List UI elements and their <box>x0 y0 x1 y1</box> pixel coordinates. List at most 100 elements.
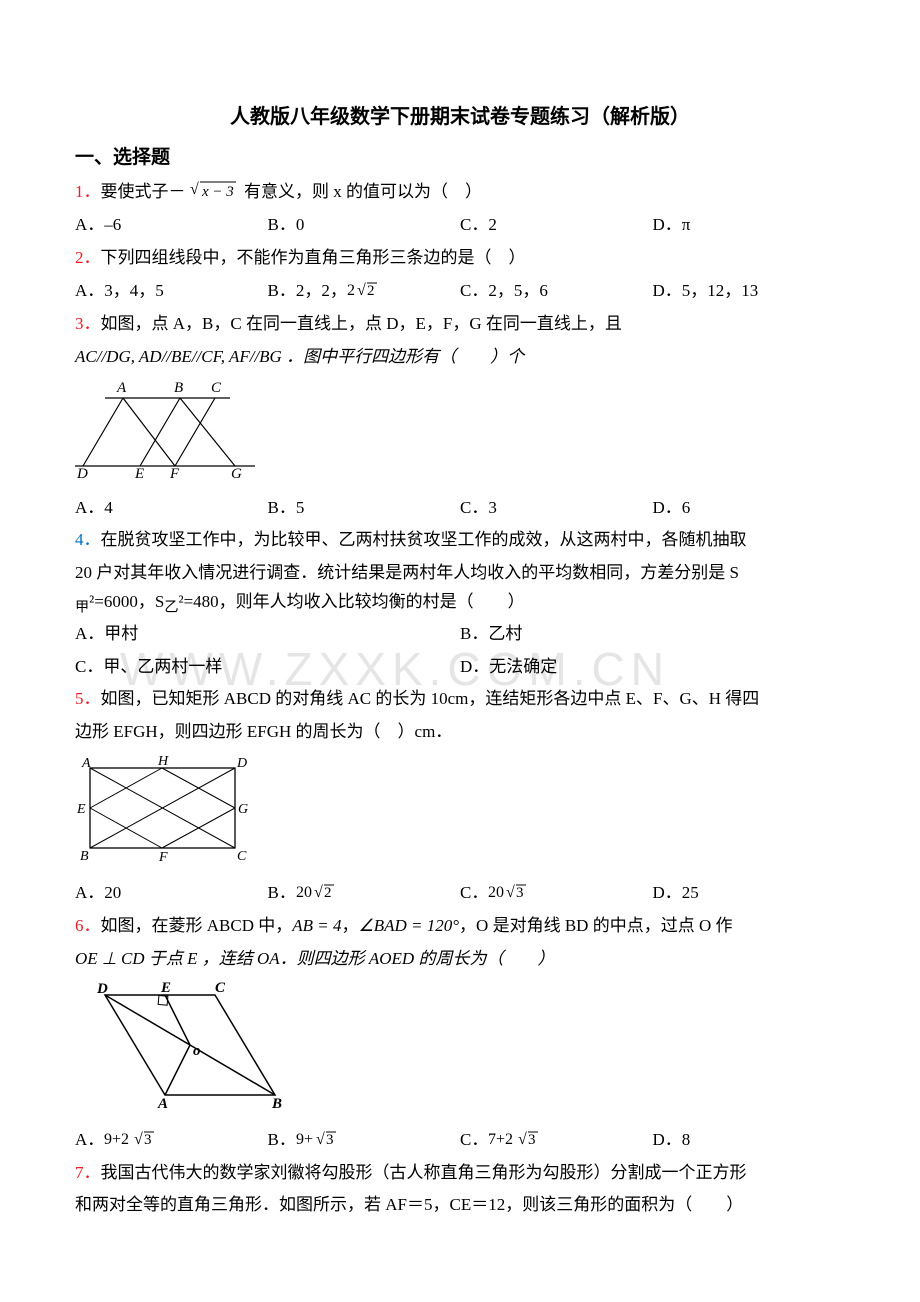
q5-opt-d: D．25 <box>653 879 846 908</box>
q5-opt-a: A．20 <box>75 879 268 908</box>
q1-num: 1． <box>75 182 101 201</box>
svg-text:20: 20 <box>296 884 312 901</box>
q4-opt-a: A．甲村 <box>75 620 460 649</box>
q3-options: A．4 B．5 C．3 D．6 <box>75 494 845 523</box>
q6-line2: OE ⊥ CD 于点 E ，连结 OA．则四边形 AOED 的周长为（ ） <box>75 945 845 974</box>
q4-options-row2: C．甲、乙两村一样 D．无法确定 <box>75 653 845 682</box>
question-6: 6．如图，在菱形 ABCD 中，AB = 4，∠BAD = 120°，O 是对角… <box>75 912 845 941</box>
q1-options: A．–6 B．0 C．2 D．π <box>75 211 845 240</box>
q1-text-pre: 要使式子－ <box>101 182 186 201</box>
svg-text:F: F <box>169 466 180 478</box>
svg-text:2: 2 <box>367 283 375 299</box>
svg-text:√: √ <box>316 1131 325 1148</box>
q2-opt-d: D．5，12，13 <box>653 277 846 306</box>
q6-opt-a: A．9+2√3 <box>75 1126 268 1155</box>
q5-line2: 边形 EFGH，则四边形 EFGH 的周长为（ ）cm． <box>75 718 845 747</box>
q4-line3: 甲²=6000，S乙²=480，则年人均收入比较均衡的村是（ ） <box>75 588 845 619</box>
svg-text:G: G <box>238 802 248 817</box>
q5-opt-c: C．20√3 <box>460 879 653 908</box>
q2-opt-c: C．2，5，6 <box>460 277 653 306</box>
svg-text:C: C <box>237 849 247 863</box>
q3-opt-b: B．5 <box>268 494 461 523</box>
svg-text:√: √ <box>314 884 323 901</box>
question-7: 7．我国古代伟大的数学家刘徽将勾股形（古人称直角三角形为勾股形）分割成一个正方形 <box>75 1159 845 1188</box>
svg-text:F: F <box>158 850 168 863</box>
svg-text:9+2: 9+2 <box>104 1131 129 1148</box>
q7-line1: 我国古代伟大的数学家刘徽将勾股形（古人称直角三角形为勾股形）分割成一个正方形 <box>101 1163 747 1182</box>
q2-opt-b-pre: B．2，2， <box>268 281 347 300</box>
svg-text:√: √ <box>134 1131 143 1148</box>
svg-text:E: E <box>76 802 86 817</box>
q1-expr: √ x − 3 <box>186 182 245 201</box>
svg-text:√: √ <box>506 884 515 901</box>
q3-figure: A B C D E F G <box>75 378 845 488</box>
svg-text:C: C <box>211 380 222 396</box>
q6-num: 6． <box>75 916 101 935</box>
q6-opt-c: C．7+2√3 <box>460 1126 653 1155</box>
svg-text:o: o <box>193 1043 201 1059</box>
svg-text:9+: 9+ <box>296 1131 313 1148</box>
svg-text:3: 3 <box>326 1132 334 1148</box>
svg-text:x − 3: x − 3 <box>201 184 234 200</box>
q5-figure: A H D E G B F C <box>75 753 845 873</box>
svg-text:3: 3 <box>516 885 524 901</box>
q4-line2: 20 户对其年收入情况进行调查．统计结果是两村年人均收入的平均数相同，方差分别是… <box>75 559 845 588</box>
svg-text:3: 3 <box>144 1132 152 1148</box>
svg-text:√: √ <box>357 282 366 299</box>
q5-line1: 如图，已知矩形 ABCD 的对角线 AC 的长为 10cm，连结矩形各边中点 E… <box>101 689 760 708</box>
q7-line2: 和两对全等的直角三角形．如图所示，若 AF＝5，CE＝12，则该三角形的面积为（… <box>75 1191 845 1220</box>
svg-text:D: D <box>236 756 247 771</box>
question-3: 3．如图，点 A，B，C 在同一直线上，点 D，E，F，G 在同一直线上，且 <box>75 310 845 339</box>
q6-options: A．9+2√3 B．9+√3 C．7+2√3 D．8 <box>75 1126 845 1155</box>
svg-text:H: H <box>157 754 169 769</box>
q1-opt-a: A．–6 <box>75 211 268 240</box>
svg-text:D: D <box>76 466 88 478</box>
q3-line2: AC//DG, AD//BE//CF, AF//BG ．图中平行四边形有（ ）个 <box>75 343 845 372</box>
q6-opt-b: B．9+√3 <box>268 1126 461 1155</box>
svg-text:20: 20 <box>488 884 504 901</box>
q1-opt-b: B．0 <box>268 211 461 240</box>
svg-text:√: √ <box>518 1131 527 1148</box>
svg-text:3: 3 <box>528 1132 536 1148</box>
q2-options: A．3，4，5 B．2，2，2√2 C．2，5，6 D．5，12，13 <box>75 277 845 306</box>
q3-num: 3． <box>75 314 101 333</box>
page-title: 人教版八年级数学下册期末试卷专题练习（解析版） <box>75 100 845 134</box>
svg-text:B: B <box>271 1096 282 1110</box>
q2-num: 2． <box>75 248 101 267</box>
q1-text-post: 有意义，则 x 的值可以为（ ） <box>244 182 482 201</box>
q3-line1: 如图，点 A，B，C 在同一直线上，点 D，E，F，G 在同一直线上，且 <box>101 314 622 333</box>
svg-text:D: D <box>96 981 108 997</box>
svg-text:2: 2 <box>324 885 332 901</box>
q4-opt-d: D．无法确定 <box>460 653 845 682</box>
q6-figure: D E C o A B <box>75 980 845 1120</box>
q6-opt-d: D．8 <box>653 1126 846 1155</box>
q1-opt-c: C．2 <box>460 211 653 240</box>
svg-text:A: A <box>81 756 91 771</box>
q5-options: A．20 B．20√2 C．20√3 D．25 <box>75 879 845 908</box>
svg-text:G: G <box>231 466 242 478</box>
question-4: 4．在脱贫攻坚工作中，为比较甲、乙两村扶贫攻坚工作的成效，从这两村中，各随机抽取 <box>75 526 845 555</box>
q3-opt-d: D．6 <box>653 494 846 523</box>
svg-text:E: E <box>160 980 171 996</box>
q6-line1-pre: 如图，在菱形 ABCD 中， <box>101 916 293 935</box>
content-area: 人教版八年级数学下册期末试卷专题练习（解析版） 一、选择题 1．要使式子－ √ … <box>75 100 845 1220</box>
svg-text:A: A <box>116 380 127 396</box>
q3-opt-c: C．3 <box>460 494 653 523</box>
q4-opt-c: C．甲、乙两村一样 <box>75 653 460 682</box>
q5-num: 5． <box>75 689 101 708</box>
q4-opt-b: B．乙村 <box>460 620 845 649</box>
q3-opt-a: A．4 <box>75 494 268 523</box>
section-1-header: 一、选择题 <box>75 142 845 174</box>
svg-text:√: √ <box>190 181 199 198</box>
q1-opt-d: D．π <box>653 211 846 240</box>
svg-text:C: C <box>215 980 226 996</box>
svg-text:A: A <box>157 1096 168 1110</box>
svg-text:7+2: 7+2 <box>488 1131 513 1148</box>
question-5: 5．如图，已知矩形 ABCD 的对角线 AC 的长为 10cm，连结矩形各边中点… <box>75 685 845 714</box>
q4-options-row1: A．甲村 B．乙村 <box>75 620 845 649</box>
svg-text:B: B <box>80 849 89 863</box>
q4-num: 4． <box>75 530 101 549</box>
q7-num: 7． <box>75 1163 101 1182</box>
q5-opt-b: B．20√2 <box>268 879 461 908</box>
svg-text:E: E <box>134 466 144 478</box>
